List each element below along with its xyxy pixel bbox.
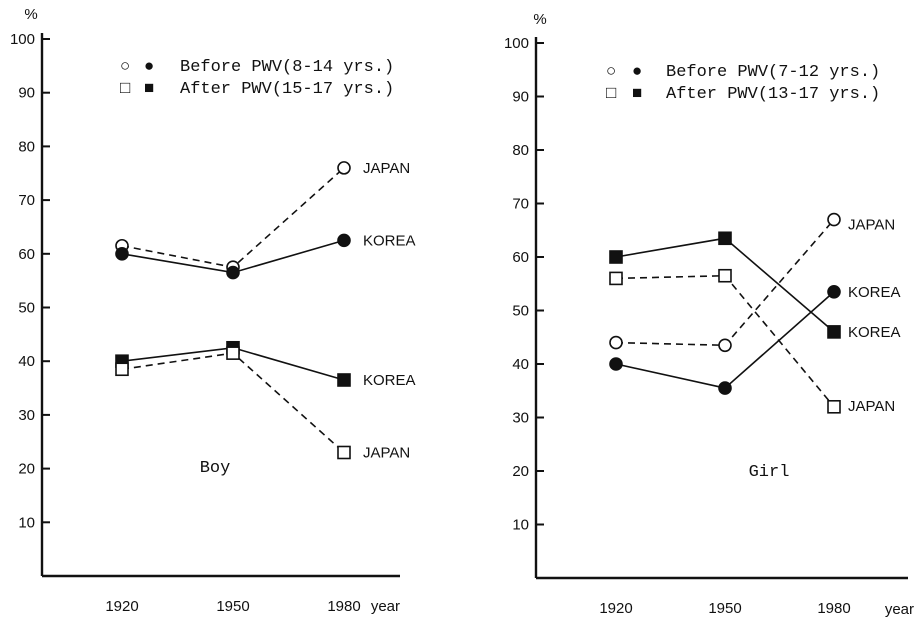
x-tick-label: 1920 <box>599 600 632 617</box>
data-point-square <box>827 399 841 414</box>
x-tick-label: 1920 <box>105 598 138 615</box>
y-tick-label: 50 <box>18 300 35 317</box>
x-axis-label: year <box>885 601 914 618</box>
data-point-circle <box>609 335 623 350</box>
y-tick-label: 90 <box>512 89 529 106</box>
data-point-circle <box>718 338 732 353</box>
y-tick-label: 90 <box>18 85 35 102</box>
series-before-korea: KOREA <box>609 284 901 395</box>
legend-filled-square-glyph: ■ <box>144 80 154 99</box>
x-tick-label: 1950 <box>216 598 249 615</box>
legend-filled-circle-glyph: ● <box>144 58 154 77</box>
data-point-circle <box>609 357 623 371</box>
x-axis-label: year <box>371 598 400 615</box>
data-point-square <box>337 445 351 460</box>
y-tick-label: 20 <box>18 461 35 478</box>
girl-panel: % 10 20 30 40 50 60 70 80 90 100 1920 1950 1980 yea… <box>504 11 914 618</box>
data-point-square <box>115 362 129 377</box>
y-tick-label: 80 <box>512 142 529 159</box>
series-after-korea: KOREA <box>115 340 416 389</box>
legend-open-circle-glyph: ○ <box>606 63 616 82</box>
y-unit-label: % <box>24 6 37 23</box>
y-tick-label: 70 <box>18 192 35 209</box>
y-tick-label: 100 <box>10 31 35 48</box>
legend-before-text: Before PWV(7-12 yrs.) <box>666 63 880 82</box>
series-after-japan: JAPAN <box>115 346 410 461</box>
y-tick-label: 50 <box>512 303 529 320</box>
boy-panel: % 10 20 30 40 50 60 70 80 90 100 1920 1950 1980 yea… <box>10 6 416 615</box>
legend-open-square-glyph: □ <box>606 85 616 104</box>
series-end-label: JAPAN <box>363 444 410 461</box>
y-tick-label: 80 <box>18 138 35 155</box>
y-tick-labels: 10 20 30 40 50 60 70 80 90 100 <box>504 35 544 534</box>
series-end-label: KOREA <box>363 232 416 249</box>
data-point-circle <box>337 233 351 248</box>
x-tick-label: 1980 <box>327 598 360 615</box>
legend: ○ ● Before PWV(8-14 yrs.) □ ■ After PWV(… <box>120 58 394 99</box>
y-tick-labels: 10 20 30 40 50 60 70 80 90 100 <box>10 31 50 531</box>
series-line <box>615 237 835 333</box>
legend-open-square-glyph: □ <box>120 80 130 99</box>
panel-caption: Girl <box>749 463 790 482</box>
legend-filled-square-glyph: ■ <box>632 85 642 104</box>
series-after-korea: KOREA <box>609 231 901 341</box>
y-tick-label: 40 <box>512 356 529 373</box>
data-point-square <box>226 346 240 360</box>
series-end-label: JAPAN <box>848 398 895 415</box>
y-tick-label: 10 <box>512 517 529 534</box>
y-tick-label: 30 <box>18 407 35 424</box>
data-point-circle <box>827 212 841 227</box>
data-point-square <box>609 250 623 264</box>
data-point-square <box>718 268 732 283</box>
y-tick-label: 60 <box>18 246 35 263</box>
legend-before-text: Before PWV(8-14 yrs.) <box>180 58 394 77</box>
series-line <box>121 167 345 269</box>
series-before-japan: JAPAN <box>609 212 895 353</box>
legend-open-circle-glyph: ○ <box>120 58 130 77</box>
legend-filled-circle-glyph: ● <box>632 63 642 82</box>
data-point-circle <box>115 247 129 261</box>
x-tick-label: 1980 <box>817 600 850 617</box>
series-end-label: JAPAN <box>848 217 895 234</box>
series-layer: JAPAN KOREA KOREA JAPAN <box>609 212 901 415</box>
series-end-label: KOREA <box>363 372 416 389</box>
y-tick-label: 100 <box>504 35 529 52</box>
legend-after-text: After PWV(13-17 yrs.) <box>666 85 880 104</box>
data-point-circle <box>718 381 732 395</box>
series-end-label: KOREA <box>848 284 901 301</box>
series-layer: JAPAN KOREA KOREA JAPAN <box>115 160 416 461</box>
data-point-square <box>609 271 623 286</box>
y-tick-label: 20 <box>512 463 529 480</box>
x-tick-labels: 1920 1950 1980 <box>105 598 360 615</box>
y-tick-label: 60 <box>512 249 529 266</box>
data-point-circle <box>827 284 841 299</box>
x-tick-label: 1950 <box>708 600 741 617</box>
series-end-label: KOREA <box>848 324 901 341</box>
y-tick-label: 40 <box>18 353 35 370</box>
series-after-japan: JAPAN <box>609 268 895 415</box>
y-tick-label: 70 <box>512 196 529 213</box>
data-point-square <box>337 373 351 387</box>
y-tick-label: 10 <box>18 514 35 531</box>
panel-caption: Boy <box>200 459 231 478</box>
data-point-square <box>827 325 841 339</box>
y-tick-label: 30 <box>512 410 529 427</box>
data-point-circle <box>226 265 240 280</box>
x-tick-labels: 1920 1950 1980 <box>599 600 850 617</box>
series-line <box>121 352 345 454</box>
series-end-label: JAPAN <box>363 160 410 177</box>
data-point-circle <box>337 161 351 175</box>
legend: ○ ● Before PWV(7-12 yrs.) □ ■ After PWV(… <box>606 63 880 104</box>
legend-after-text: After PWV(15-17 yrs.) <box>180 80 394 99</box>
series-before-korea: KOREA <box>115 232 416 280</box>
series-before-japan: JAPAN <box>115 160 410 275</box>
y-unit-label: % <box>533 11 546 28</box>
data-point-square <box>718 231 732 246</box>
